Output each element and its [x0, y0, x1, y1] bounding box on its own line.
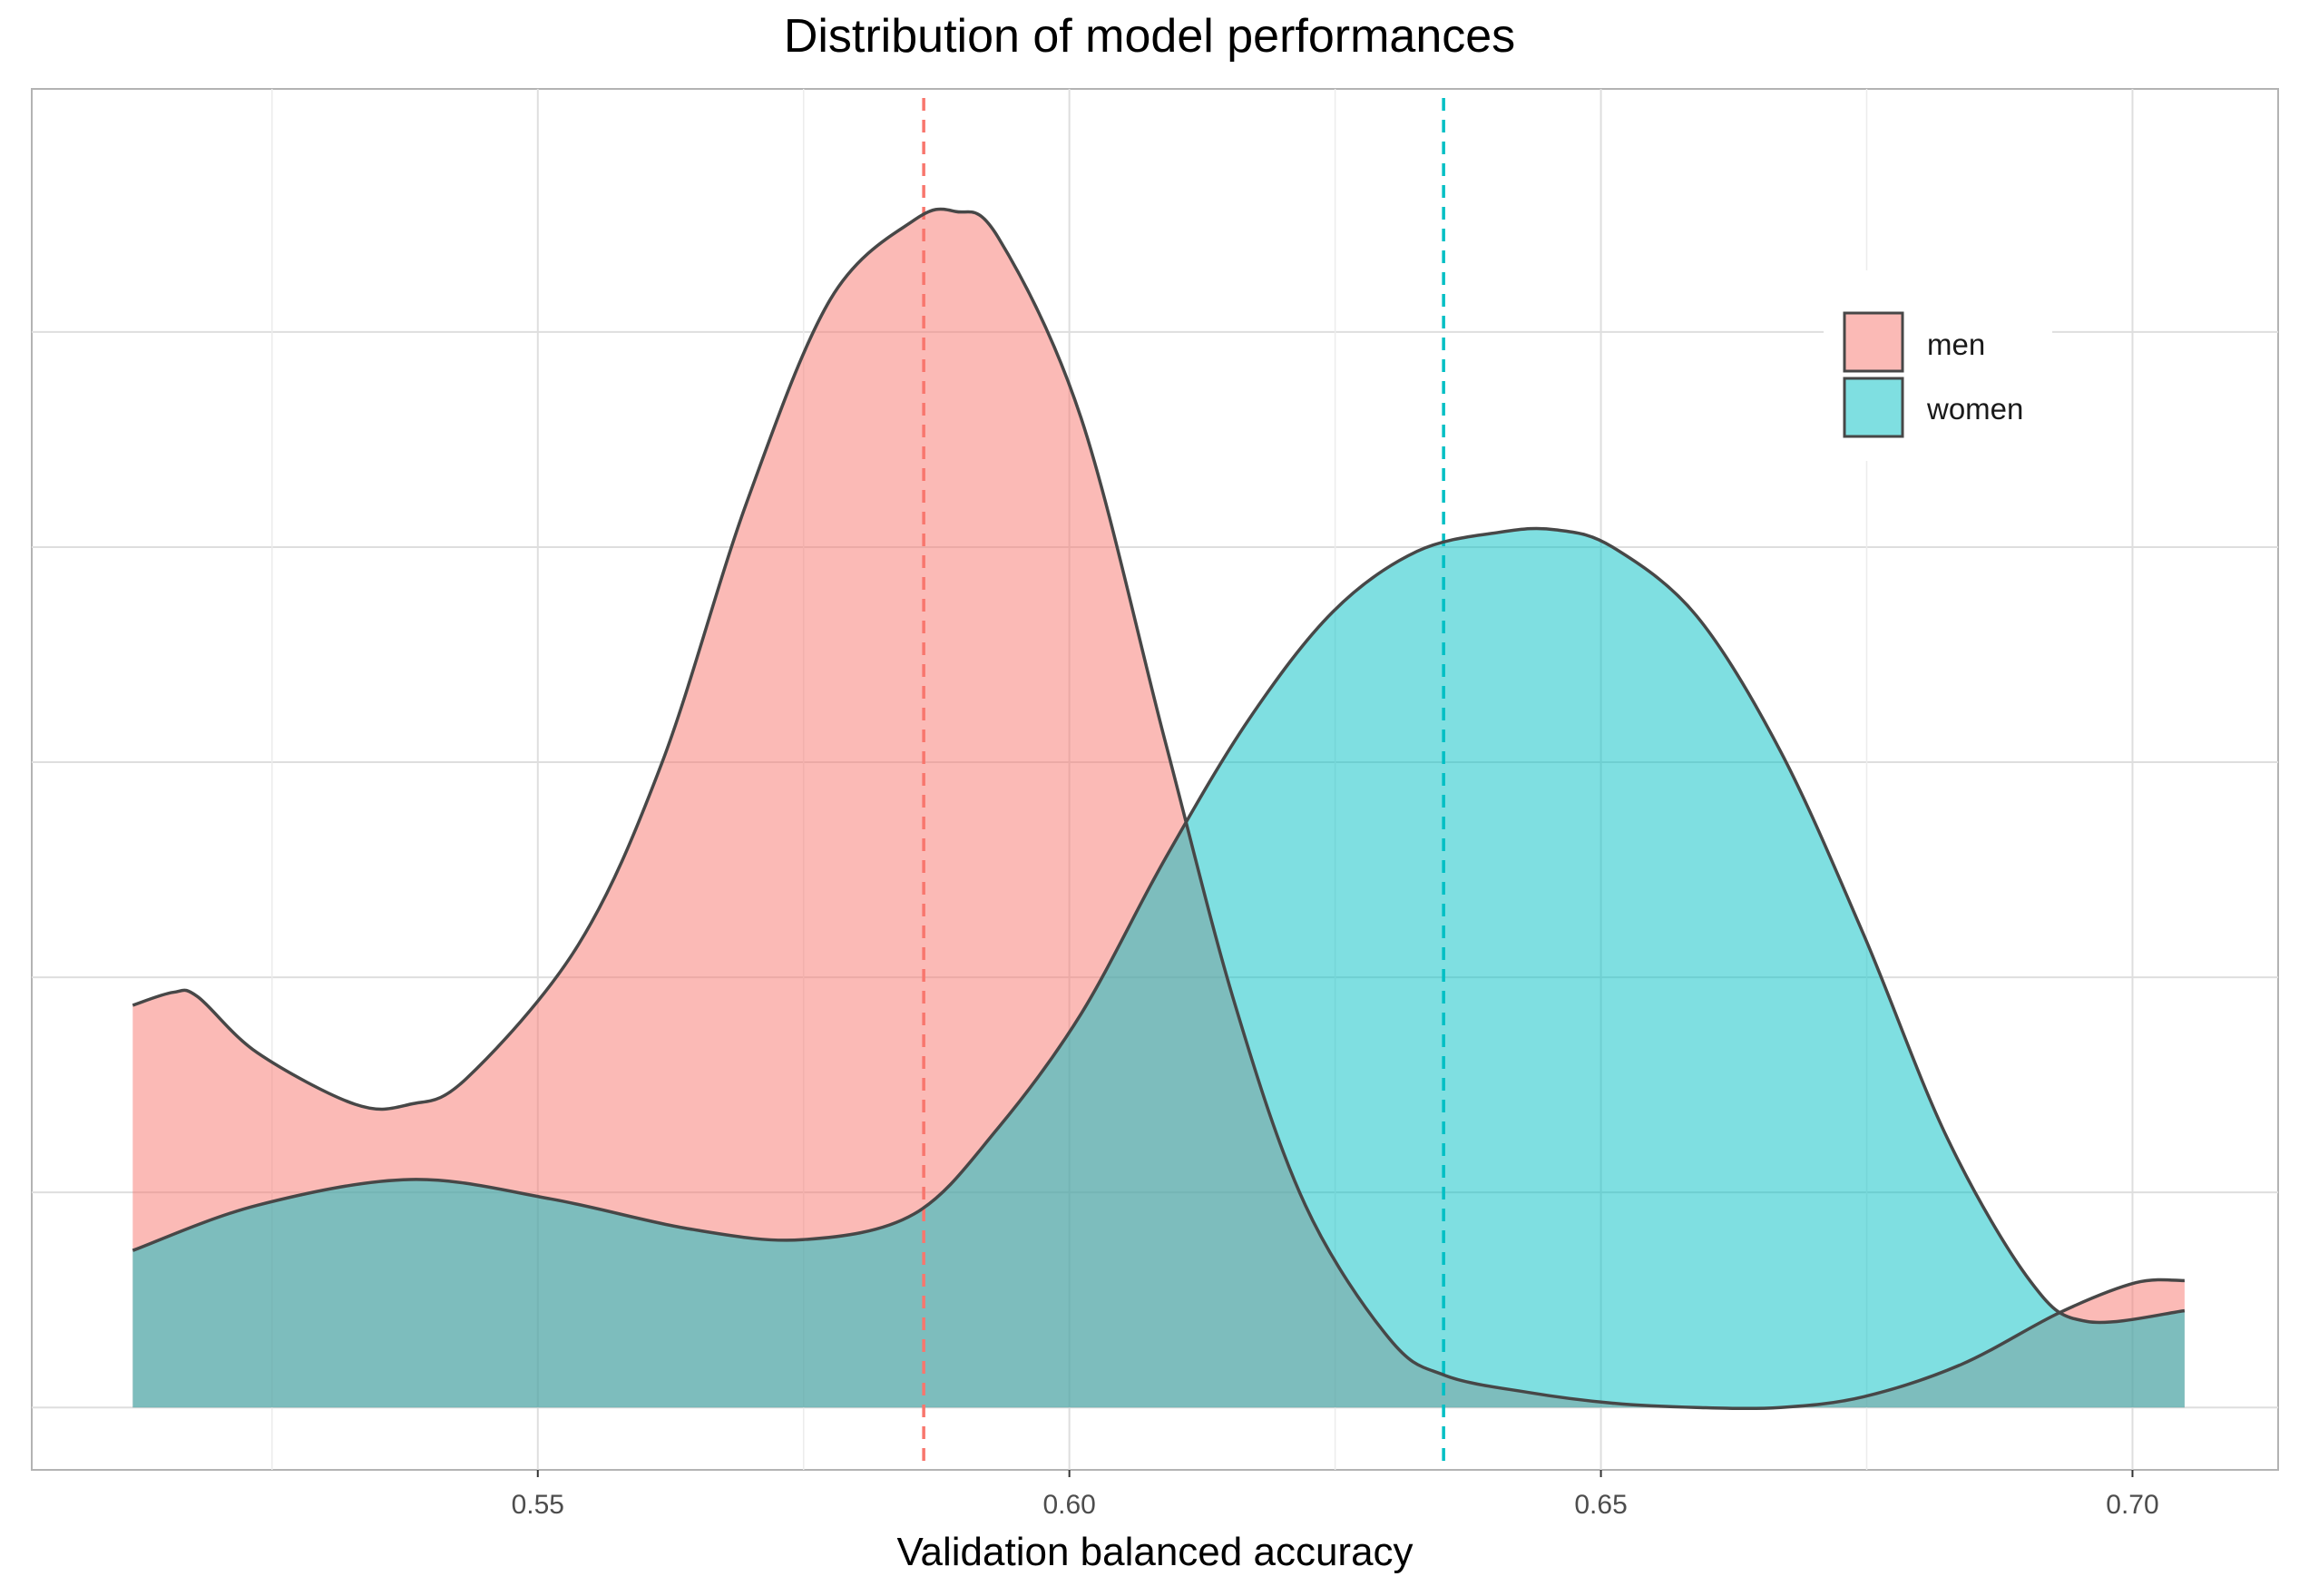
legend-key-women [1843, 377, 1904, 438]
density-area-men [132, 209, 2185, 1409]
legend-label-women: women [1926, 392, 2023, 426]
x-axis-label: Validation balanced accuracy [896, 1530, 1413, 1574]
density-area-women [132, 528, 2185, 1408]
chart-title: Distribution of model performances [783, 10, 1516, 63]
legend-key-men [1843, 311, 1904, 373]
mean-lines [922, 98, 1445, 1470]
legend-label-men: men [1927, 328, 1985, 361]
x-axis-ticks: 0.55 0.60 0.65 0.70 [512, 1470, 2159, 1520]
density-outline-men [132, 207, 2185, 1411]
density-outline-women [132, 526, 2186, 1325]
x-tick-label: 0.70 [2106, 1490, 2158, 1520]
density-outlines [132, 207, 2186, 1411]
density-areas [132, 209, 2185, 1409]
x-tick-label: 0.55 [512, 1490, 564, 1520]
legend: men women [1824, 270, 2052, 461]
x-tick-label: 0.60 [1042, 1490, 1095, 1520]
x-tick-label: 0.65 [1574, 1490, 1627, 1520]
